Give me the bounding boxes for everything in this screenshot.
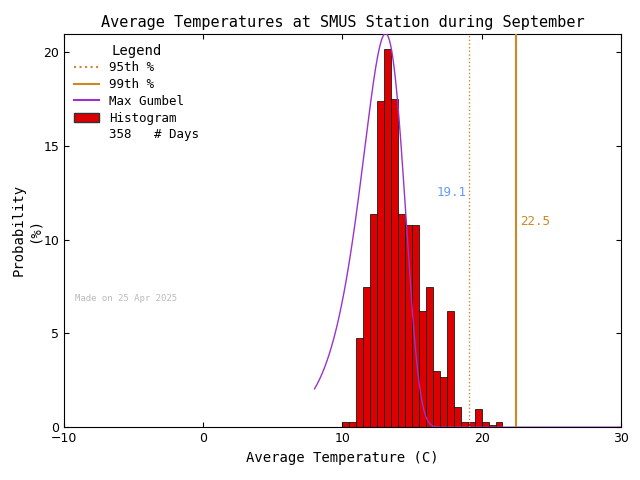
Bar [349, 422, 356, 427]
Title: Average Temperatures at SMUS Station during September: Average Temperatures at SMUS Station dur… [100, 15, 584, 30]
Bar [475, 409, 481, 427]
Bar [433, 371, 440, 427]
Bar [398, 214, 405, 427]
Bar [391, 99, 398, 427]
Bar [384, 48, 391, 427]
Text: Made on 25 Apr 2025: Made on 25 Apr 2025 [75, 294, 177, 303]
Bar [447, 311, 454, 427]
Bar [364, 287, 370, 427]
Bar [440, 377, 447, 427]
Bar [419, 311, 426, 427]
Bar [412, 225, 419, 427]
Bar [495, 422, 502, 427]
Legend: 95th %, 99th %, Max Gumbel, Histogram, 358   # Days: 95th %, 99th %, Max Gumbel, Histogram, 3… [70, 40, 203, 145]
Bar [426, 287, 433, 427]
Bar [481, 422, 488, 427]
X-axis label: Average Temperature (C): Average Temperature (C) [246, 451, 438, 465]
Bar [405, 225, 412, 427]
Bar [461, 422, 468, 427]
Bar [377, 101, 384, 427]
Text: 19.1: 19.1 [437, 186, 467, 199]
Bar [468, 422, 475, 427]
Bar [370, 214, 377, 427]
Bar [342, 422, 349, 427]
Bar [356, 338, 364, 427]
Bar [454, 407, 461, 427]
Text: 22.5: 22.5 [520, 215, 550, 228]
Bar [488, 425, 495, 427]
Y-axis label: Probability
(%): Probability (%) [12, 184, 42, 276]
